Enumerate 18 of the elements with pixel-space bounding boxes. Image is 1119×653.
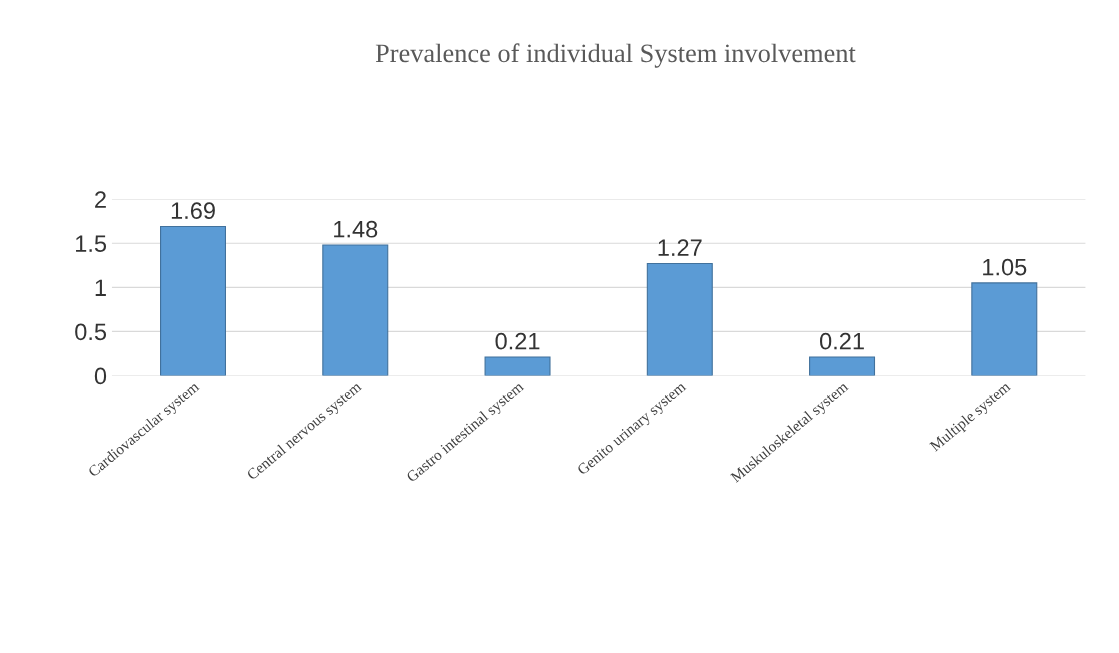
bar <box>971 282 1038 376</box>
chart-title: Prevalence of individual System involvement <box>375 43 856 68</box>
y-tick-label: 1.5 <box>76 235 107 253</box>
y-tick-label: 0 <box>94 367 107 385</box>
y-tick-label: 0.5 <box>75 323 107 341</box>
bar <box>322 244 389 376</box>
bar <box>484 356 551 376</box>
data-label: 1.05 <box>983 258 1027 276</box>
data-label: 0.21 <box>495 332 540 350</box>
y-tick-label: 1 <box>95 279 106 296</box>
bar <box>646 262 713 376</box>
data-label: 1.69 <box>171 202 215 220</box>
data-label: 1.27 <box>658 239 702 256</box>
data-label: 1.48 <box>334 220 378 238</box>
bar <box>809 356 876 376</box>
bar <box>160 225 227 376</box>
y-tick-label: 2 <box>95 191 106 208</box>
data-label: 0.21 <box>820 332 864 350</box>
